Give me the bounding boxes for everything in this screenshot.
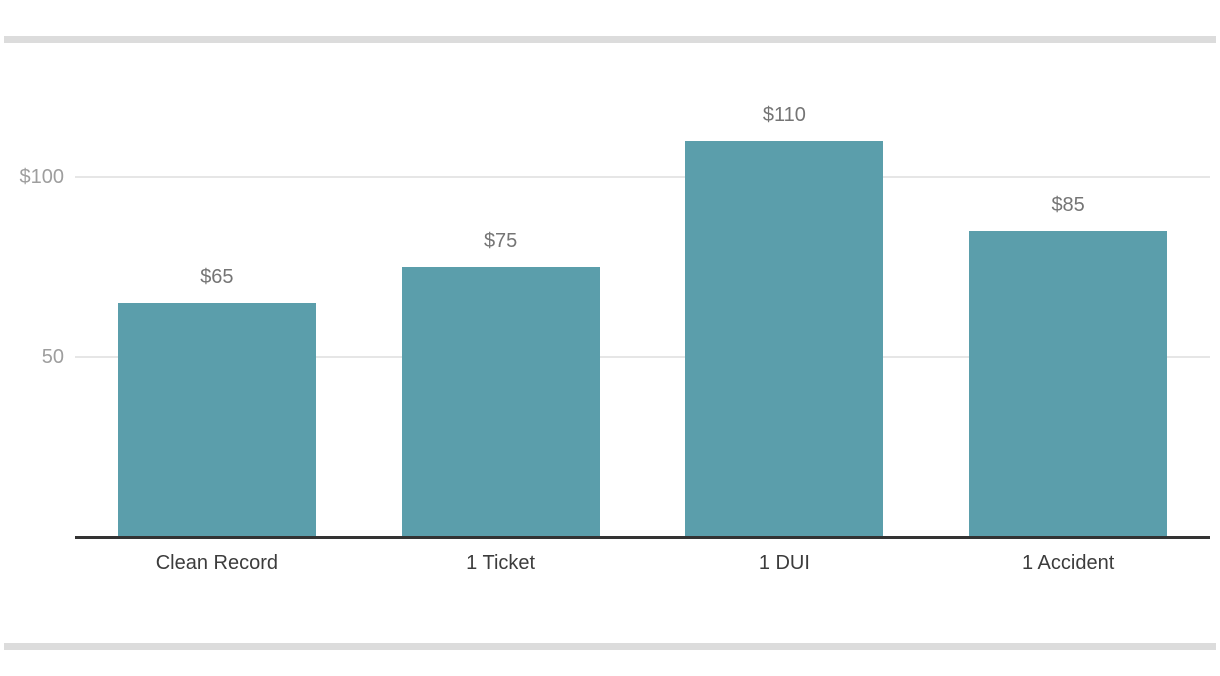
gridline-50 xyxy=(75,356,1210,358)
value-label-1-dui: $110 xyxy=(762,104,806,126)
x-axis-category-label-1-dui: 1 DUI xyxy=(758,552,810,574)
bar-clean-record[interactable] xyxy=(117,303,316,537)
y-axis-tick-label-50: 50 xyxy=(41,346,64,368)
x-axis-category-label-clean-record: Clean Record xyxy=(155,552,279,574)
value-label-1-accident: $85 xyxy=(1051,194,1085,216)
y-axis-tick-label-100: $100 xyxy=(19,166,65,188)
bottom-divider-rule xyxy=(4,643,1216,650)
x-axis-line xyxy=(75,536,1210,539)
bar-1-accident[interactable] xyxy=(969,231,1168,537)
bar-1-ticket[interactable] xyxy=(401,267,600,537)
value-label-1-ticket: $75 xyxy=(483,230,518,252)
x-axis-category-label-1-ticket: 1 Ticket xyxy=(466,552,536,574)
bar-1-dui[interactable] xyxy=(685,141,884,537)
x-axis-category-label-1-accident: 1 Accident xyxy=(1021,552,1115,574)
gridline-100 xyxy=(75,176,1210,178)
top-divider-rule xyxy=(4,36,1216,43)
value-label-clean-record: $65 xyxy=(200,266,234,288)
